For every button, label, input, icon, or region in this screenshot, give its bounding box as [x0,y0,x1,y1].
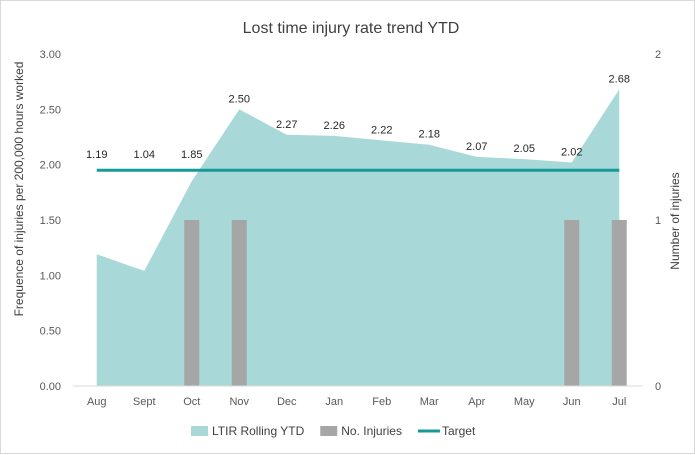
right-tick-label: 0 [655,381,661,393]
legend-label: No. Injuries [341,424,402,438]
ltir-data-label: 2.07 [466,141,487,153]
left-tick-label: 2.50 [40,104,61,116]
legend-item: LTIR Rolling YTD [191,424,305,438]
legend-swatch [191,426,208,436]
ltir-area [96,89,620,386]
ltir-data-label: 1.04 [134,149,155,161]
ltir-data-label: 2.02 [561,146,582,158]
category-tick-label: Jul [612,396,626,408]
injury-bar [611,220,627,386]
category-tick-label: Mar [420,396,439,408]
injury-bar [184,220,200,386]
right-axis-title: Number of injuries [668,172,682,269]
ltir-data-label: 2.50 [229,93,250,105]
legend-item: No. Injuries [320,424,402,438]
legend-label: LTIR Rolling YTD [212,424,305,438]
category-tick-label: Aug [87,396,107,408]
injury-bar [564,220,580,386]
category-axis-ticks: Aug Sept Oct Nov Dec Jan Feb Mar Apr May Jun Jul [87,396,626,408]
left-tick-label: 3.00 [40,49,61,61]
left-tick-label: 2.00 [40,160,61,172]
ltir-data-label: 1.85 [181,149,202,161]
legend-item: Target [417,424,476,438]
category-tick-label: Apr [468,396,485,408]
legend-label: Target [442,424,476,438]
ltir-area-layer [96,89,620,386]
left-axis-ticks: 0.00 0.50 1.00 1.50 2.00 2.50 3.00 [40,49,61,393]
left-tick-label: 1.50 [40,215,61,227]
category-tick-label: May [514,396,535,408]
right-tick-label: 1 [655,215,661,227]
category-tick-label: Sept [133,396,156,408]
injury-bars-layer [184,220,627,386]
category-tick-label: Feb [372,396,391,408]
chart-title: Lost time injury rate trend YTD [243,20,460,37]
right-tick-label: 2 [655,49,661,61]
left-tick-label: 0.50 [40,326,61,338]
ltir-data-label: 2.27 [276,119,297,131]
category-tick-label: Oct [183,396,200,408]
ltir-data-label: 2.22 [371,124,392,136]
data-labels-layer: 1.19 1.04 1.85 2.50 2.27 2.26 2.22 2.18 2.07 2.05… [86,73,630,161]
ltir-data-label: 1.19 [86,149,107,161]
left-tick-label: 1.00 [40,270,61,282]
legend: LTIR Rolling YTD No. Injuries Target [191,424,476,438]
ltir-data-label: 2.68 [609,73,630,85]
category-tick-label: Jun [563,396,581,408]
legend-swatch [320,426,338,436]
left-axis-title: Frequence of injuries per 200,000 hours … [12,62,26,317]
left-tick-label: 0.00 [40,381,61,393]
ltir-data-label: 2.05 [514,143,535,155]
category-tick-label: Dec [277,396,297,408]
category-tick-label: Nov [229,396,249,408]
category-tick-label: Jan [325,396,343,408]
injury-bar [231,220,247,386]
ltir-data-label: 2.18 [419,129,440,141]
right-axis-ticks: 0 1 2 [655,49,661,393]
ltir-data-label: 2.26 [324,120,345,132]
